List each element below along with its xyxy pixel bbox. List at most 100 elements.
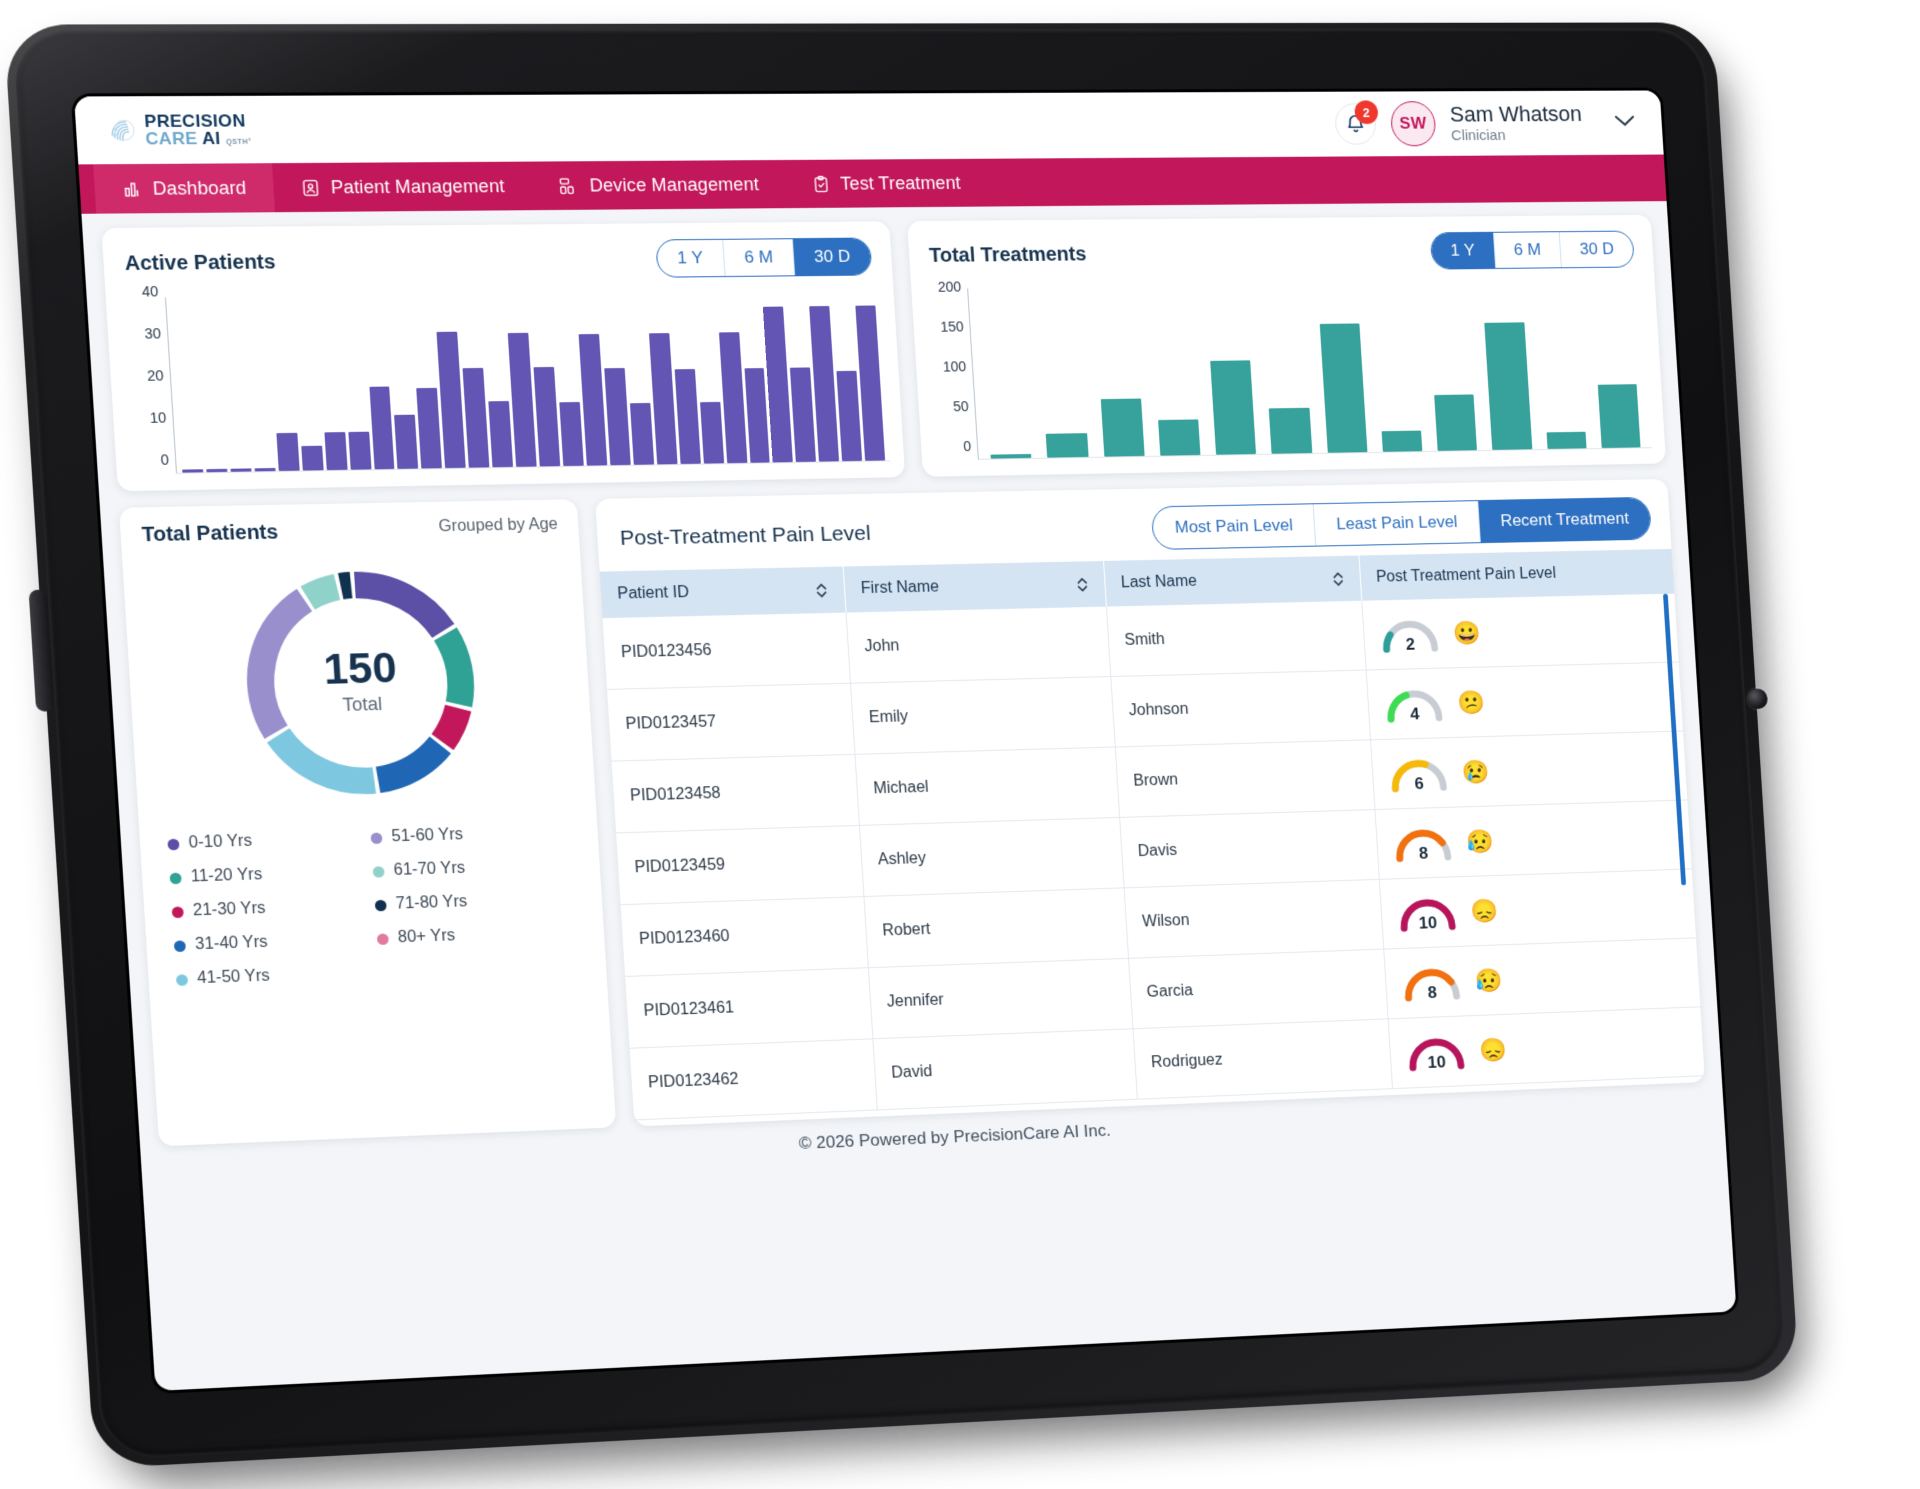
pain-gauge-value: 2 [1405,634,1416,654]
chart-bar [559,401,584,467]
legend-label: 51-60 Yrs [390,825,464,846]
total-treatments-range-toggle[interactable]: 1 Y 6 M 30 D [1429,230,1635,270]
range-30d[interactable]: 30 D [792,238,872,276]
legend-label: 80+ Yrs [397,927,456,947]
cell-last-name: Johnson [1110,670,1371,747]
y-tick-label: 150 [939,318,965,335]
total-treatments-title: Total Treatments [928,242,1087,267]
table-body: PID0123456 John Smith 2 😀 PID0123457 Emily J… [602,593,1705,1120]
filter-recent-treatment[interactable]: Recent Treatment [1478,497,1652,543]
y-tick-label: 0 [160,451,170,468]
filter-least-pain[interactable]: Least Pain Level [1313,501,1481,546]
nav-item-patient-management[interactable]: Patient Management [272,162,533,213]
active-patients-range-toggle[interactable]: 1 Y 6 M 30 D [654,237,873,278]
cell-patient-id: PID0123460 [620,896,869,977]
total-patients-card: Total Patients Grouped by Age 150 Total … [118,499,617,1147]
app-logo[interactable]: PRECISION CARE AI QSTH° [107,111,252,149]
chart-bar [533,367,561,467]
donut-segment [376,745,442,780]
cell-last-name: Smith [1106,600,1367,677]
nav-item-device-management[interactable]: Device Management [530,160,787,210]
legend-label: 61-70 Yrs [393,859,466,880]
nav-label: Test Treatment [839,172,962,194]
donut-segment [278,733,374,783]
logo-ai: AI [201,128,222,149]
clipboard-check-icon [811,174,831,193]
y-tick-label: 200 [937,278,962,295]
chart-bar [1045,433,1089,458]
nav-label: Device Management [588,173,760,196]
pain-gauge-value: 6 [1413,774,1425,794]
legend-color-dot [175,973,189,986]
notifications-button[interactable]: 2 [1333,100,1379,145]
range-1y[interactable]: 1 Y [1430,232,1496,269]
col-last-name[interactable]: Last Name [1103,555,1362,607]
pain-gauge: 2 [1379,615,1441,654]
avatar[interactable]: SW [1389,101,1437,147]
range-6m[interactable]: 6 M [1493,232,1562,268]
cell-last-name: Rodriguez [1132,1018,1393,1100]
filter-most-pain[interactable]: Most Pain Level [1152,504,1317,549]
chart-bar [1484,322,1532,450]
total-patients-sublabel: Total [341,693,383,716]
range-30d[interactable]: 30 D [1579,239,1615,259]
grinning-face-icon: 😀 [1452,619,1482,646]
chart-bar [182,469,204,473]
chart-bar [629,402,654,465]
cell-last-name: Davis [1119,809,1380,888]
sort-updown-icon [1075,576,1089,593]
y-tick-label: 20 [146,367,165,384]
pain-gauge-value: 10 [1418,913,1438,933]
chart-bar [604,368,631,466]
header-user-zone: 2 SW Sam Whatson Clinician [1333,100,1639,147]
nav-item-test-treatment[interactable]: Test Treatment [784,159,988,208]
logo-line-1: PRECISION [143,111,247,132]
legend-column-right: 51-60 Yrs 61-70 Yrs 71-80 Yrs 80+ Yrs [370,823,581,997]
cell-pain-level: 10 😞 [1379,868,1696,950]
donut-legend: 0-10 Yrs 11-20 Yrs 21-30 Yrs 31-40 Yrs 41-50… [139,808,608,1006]
chart-bar [206,469,228,473]
cell-patient-id: PID0123458 [611,754,860,833]
logo-trademark: QSTH° [225,138,252,147]
user-name: Sam Whatson [1449,101,1583,127]
chart-bar [368,386,395,470]
very-sad-face-icon: 😞 [1478,1035,1508,1063]
chart-bar [324,432,348,471]
legend-color-dot [167,838,180,850]
donut-segment [445,634,462,705]
cell-patient-id: PID0123459 [616,825,864,905]
pain-gauge-value: 4 [1409,704,1420,724]
legend-item: 61-70 Yrs [372,856,573,881]
chart-bar [674,369,701,465]
chart-bar [1434,394,1478,451]
range-1y[interactable]: 1 Y [655,239,726,277]
pain-gauge: 10 [1396,893,1458,933]
cell-first-name: Jennifer [868,958,1133,1039]
pain-filter-toggle[interactable]: Most Pain Level Least Pain Level Recent … [1150,496,1653,550]
col-patient-id[interactable]: Patient ID [599,566,846,619]
total-treatments-chart: 0 50 100 150 200 [911,271,1666,477]
active-patients-title: Active Patients [124,250,277,275]
sad-face-icon: 😥 [1465,827,1495,854]
total-treatments-bars [968,281,1652,459]
fingerprint-icon [107,117,141,148]
tablet-device: PRECISION CARE AI QSTH° [0,11,1862,1489]
chart-bar [699,401,724,464]
user-info: Sam Whatson Clinician [1449,102,1583,145]
front-camera-icon [1747,688,1769,710]
col-first-name[interactable]: First Name [842,560,1107,613]
range-6m[interactable]: 6 M [723,239,796,277]
y-tick-label: 100 [942,358,967,375]
sad-face-icon: 😥 [1473,966,1503,993]
legend-column-left: 0-10 Yrs 11-20 Yrs 21-30 Yrs 31-40 Yrs 41-50… [167,829,381,1005]
legend-item: 21-30 Yrs [171,896,375,921]
nav-item-dashboard[interactable]: Dashboard [93,163,276,214]
cell-patient-id: PID0123456 [602,612,851,690]
sort-updown-icon [1331,570,1345,587]
user-menu-button[interactable] [1612,112,1638,133]
cell-first-name: John [845,606,1111,684]
chart-bar [1100,398,1145,457]
chart-bar [1210,359,1257,455]
legend-item: 41-50 Yrs [175,963,380,989]
chart-bar [1319,323,1368,453]
